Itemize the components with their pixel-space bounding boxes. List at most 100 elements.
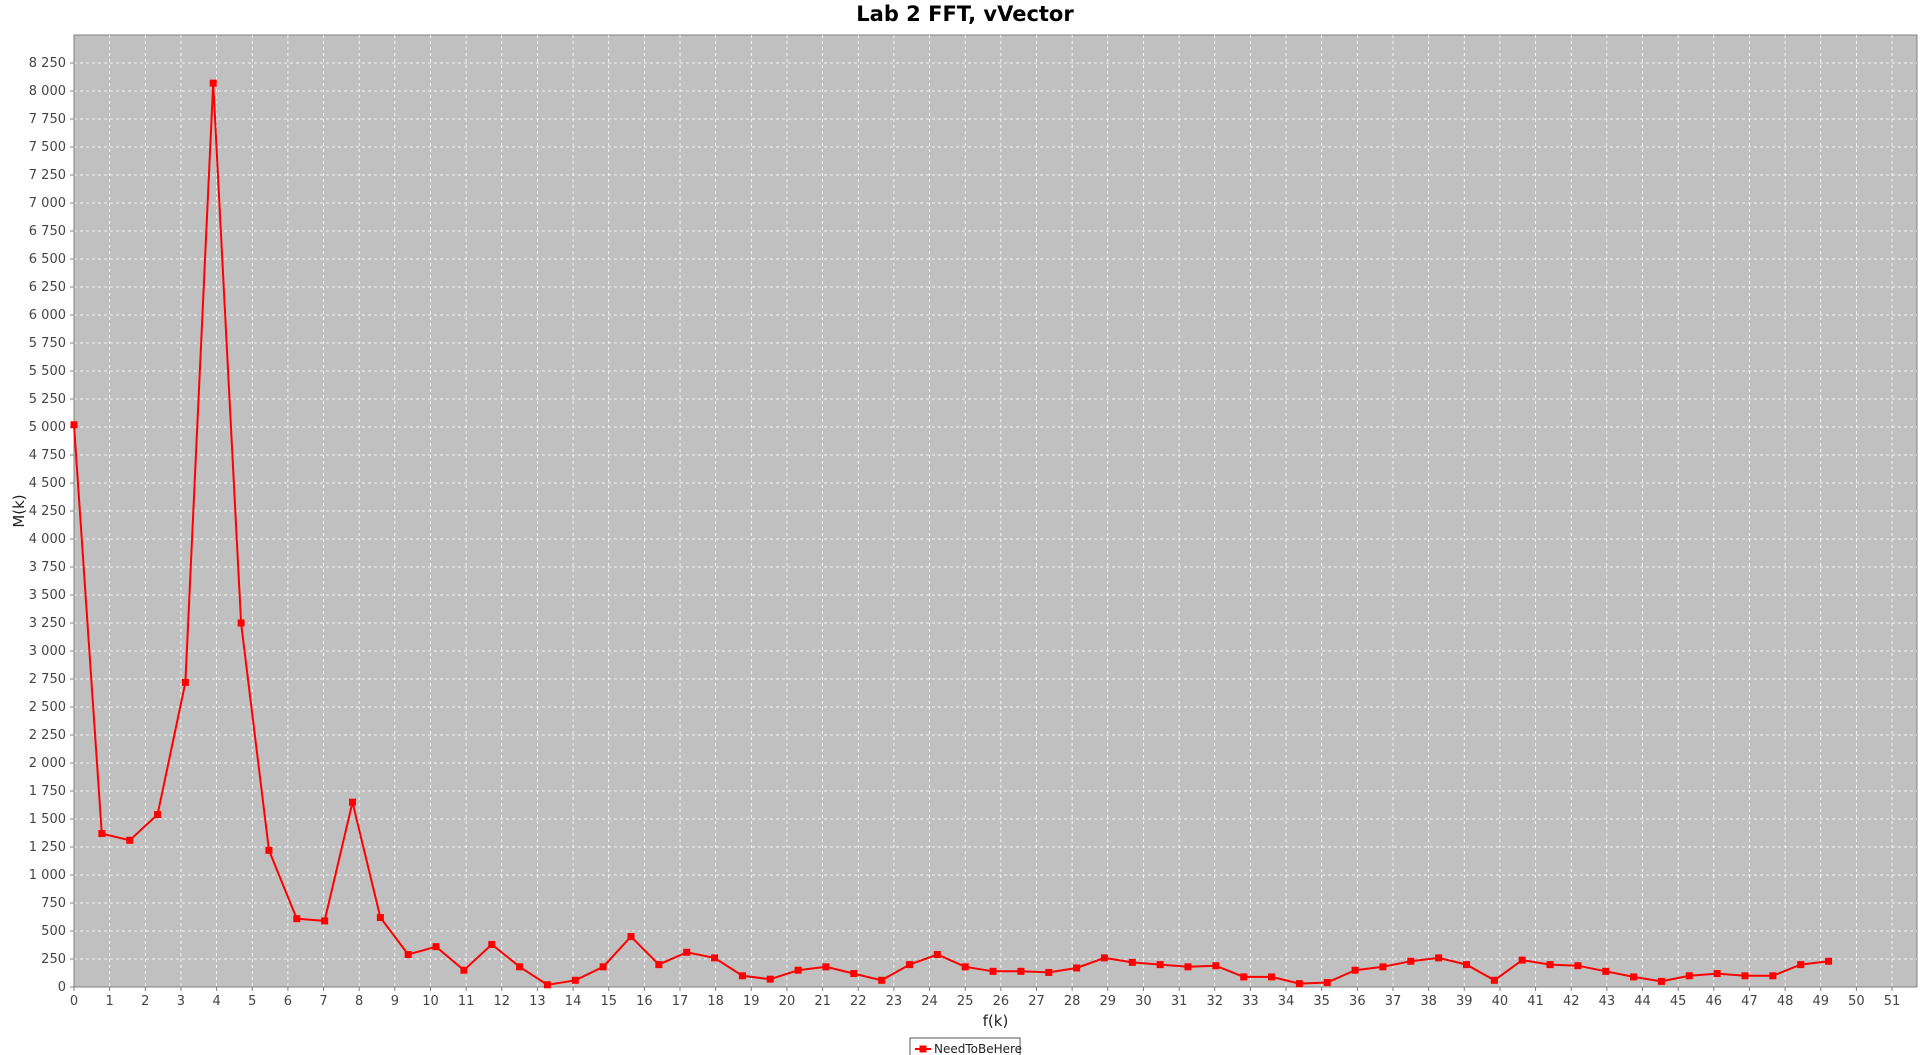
- x-tick-label: 19: [743, 994, 760, 1009]
- x-tick-label: 6: [284, 994, 292, 1009]
- x-tick-label: 50: [1848, 994, 1865, 1009]
- y-tick-label: 6 500: [29, 252, 66, 267]
- x-tick-label: 29: [1100, 994, 1117, 1009]
- x-tick-label: 8: [355, 994, 363, 1009]
- data-point: [1630, 973, 1638, 981]
- y-tick-label: 6 250: [29, 280, 66, 295]
- x-tick-label: 30: [1135, 994, 1152, 1009]
- data-point: [237, 619, 245, 627]
- y-tick-label: 7 750: [29, 112, 66, 127]
- x-tick-label: 24: [921, 994, 938, 1009]
- y-tick-label: 4 250: [29, 504, 66, 519]
- y-tick-label: 5 500: [29, 364, 66, 379]
- data-point: [181, 678, 189, 686]
- data-point: [1379, 963, 1387, 971]
- data-point: [1240, 973, 1248, 981]
- y-tick-label: 7 500: [29, 140, 66, 155]
- data-point: [822, 963, 830, 971]
- data-point: [1351, 966, 1359, 974]
- data-point: [404, 951, 412, 959]
- y-tick-label: 3 500: [29, 588, 66, 603]
- x-tick-label: 22: [850, 994, 867, 1009]
- data-point: [571, 976, 579, 984]
- data-point: [516, 963, 524, 971]
- data-point: [1100, 954, 1108, 962]
- x-tick-label: 44: [1634, 994, 1651, 1009]
- y-tick-label: 3 250: [29, 616, 66, 631]
- y-tick-label: 2 500: [29, 700, 66, 715]
- data-point: [1017, 967, 1025, 975]
- data-point: [627, 933, 635, 941]
- data-point: [265, 846, 273, 854]
- x-tick-label: 1: [106, 994, 114, 1009]
- data-point: [1741, 972, 1749, 980]
- data-point: [1518, 956, 1526, 964]
- data-point: [850, 970, 858, 978]
- x-tick-label: 9: [391, 994, 399, 1009]
- data-point: [126, 836, 134, 844]
- x-tick-label: 35: [1313, 994, 1330, 1009]
- y-tick-label: 250: [41, 952, 66, 967]
- x-tick-label: 23: [886, 994, 903, 1009]
- y-tick-label: 500: [41, 924, 66, 939]
- data-point: [1156, 961, 1164, 969]
- y-tick-label: 3 750: [29, 560, 66, 575]
- data-point: [209, 79, 217, 87]
- y-tick-label: 4 500: [29, 476, 66, 491]
- x-tick-label: 49: [1812, 994, 1829, 1009]
- y-tick-label: 2 000: [29, 756, 66, 771]
- data-point: [1323, 979, 1331, 987]
- data-point: [1128, 958, 1136, 966]
- data-point: [1546, 961, 1554, 969]
- y-tick-label: 8 250: [29, 56, 66, 71]
- data-point: [933, 951, 941, 959]
- y-tick-label: 6 750: [29, 224, 66, 239]
- legend: NeedToBeHere: [909, 1037, 1022, 1055]
- series-group: [70, 79, 1833, 989]
- x-tick-label: 33: [1242, 994, 1259, 1009]
- data-point: [655, 961, 663, 969]
- data-point: [1295, 980, 1303, 988]
- x-tick-label: 12: [494, 994, 511, 1009]
- y-tick-label: 6 000: [29, 308, 66, 323]
- y-tick-label: 1 500: [29, 812, 66, 827]
- x-tick-label: 43: [1599, 994, 1616, 1009]
- x-tick-label: 21: [814, 994, 831, 1009]
- y-tick-label: 3 000: [29, 644, 66, 659]
- x-tick-label: 15: [600, 994, 617, 1009]
- x-tick-label: 36: [1349, 994, 1366, 1009]
- legend-label: NeedToBeHere: [934, 1042, 1022, 1055]
- data-point: [1073, 964, 1081, 972]
- data-point: [989, 967, 997, 975]
- data-point: [711, 954, 719, 962]
- y-tick-label: 750: [41, 896, 66, 911]
- y-tick-label: 4 000: [29, 532, 66, 547]
- data-point: [1212, 962, 1220, 970]
- x-axis-label: f(k): [983, 1012, 1009, 1030]
- x-tick-label: 5: [248, 994, 256, 1009]
- x-tick-label: 47: [1741, 994, 1758, 1009]
- y-tick-label: 2 750: [29, 672, 66, 687]
- x-tick-label: 17: [672, 994, 689, 1009]
- data-point: [154, 811, 162, 819]
- chart-title: Lab 2 FFT, vVector: [856, 2, 1074, 26]
- x-tick-label: 28: [1064, 994, 1081, 1009]
- x-tick-label: 4: [212, 994, 220, 1009]
- x-tick-label: 34: [1278, 994, 1295, 1009]
- y-tick-label: 7 250: [29, 168, 66, 183]
- data-point: [432, 943, 440, 951]
- legend-marker: [919, 1045, 927, 1053]
- y-tick-label: 4 750: [29, 448, 66, 463]
- data-point: [1184, 963, 1192, 971]
- data-point: [1463, 961, 1471, 969]
- y-tick-label: 2 250: [29, 728, 66, 743]
- x-tick-label: 38: [1420, 994, 1437, 1009]
- data-point: [70, 421, 78, 429]
- x-tick-label: 45: [1670, 994, 1687, 1009]
- data-point: [1435, 954, 1443, 962]
- x-tick-label: 10: [422, 994, 439, 1009]
- x-tick-label: 14: [565, 994, 582, 1009]
- data-point: [321, 917, 329, 925]
- y-tick-label: 8 000: [29, 84, 66, 99]
- y-tick-label: 5 000: [29, 420, 66, 435]
